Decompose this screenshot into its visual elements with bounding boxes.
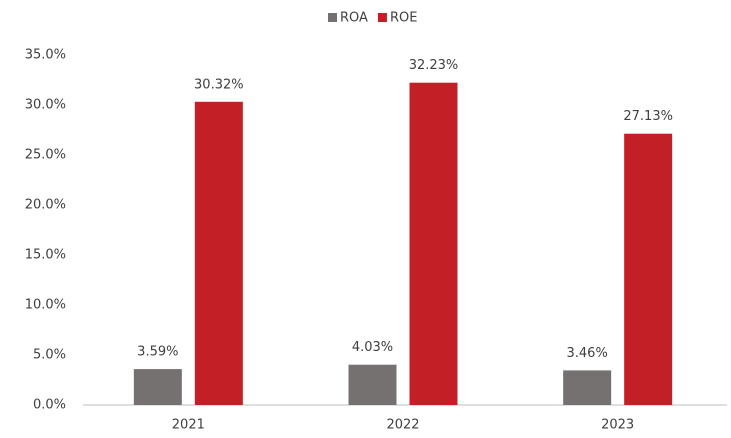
- bar: [409, 82, 458, 405]
- x-tick-label: 2023: [601, 418, 634, 433]
- bar: [624, 133, 673, 405]
- x-tick-label: 2021: [172, 418, 205, 433]
- legend-label: ROE: [390, 11, 417, 26]
- y-tick-label: 35.0%: [25, 48, 66, 63]
- y-tick-label: 5.0%: [33, 348, 66, 363]
- bar: [133, 369, 182, 405]
- data-label: 3.46%: [567, 346, 608, 361]
- y-tick-label: 15.0%: [25, 248, 66, 263]
- y-tick-label: 10.0%: [25, 298, 66, 313]
- y-tick-label: 25.0%: [25, 148, 66, 163]
- data-label: 4.03%: [352, 340, 393, 355]
- y-tick-label: 30.0%: [25, 98, 66, 113]
- data-label: 30.32%: [194, 77, 244, 92]
- bar: [348, 364, 397, 405]
- bar: [194, 101, 243, 406]
- legend-label: ROA: [340, 11, 368, 26]
- x-tick-label: 2022: [386, 418, 419, 433]
- legend-swatch: [328, 13, 337, 22]
- data-label: 3.59%: [137, 345, 178, 360]
- y-tick-label: 0.0%: [33, 398, 66, 413]
- bar: [563, 370, 612, 405]
- data-label: 27.13%: [623, 109, 673, 124]
- y-tick-label: 20.0%: [25, 198, 66, 213]
- legend-swatch: [377, 13, 387, 22]
- data-label: 32.23%: [409, 58, 459, 73]
